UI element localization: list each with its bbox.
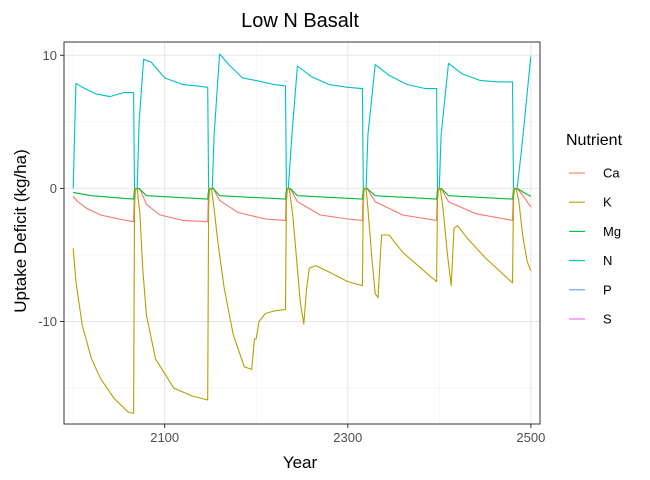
- legend-item-k: K: [569, 195, 612, 210]
- x-axis-title: Year: [283, 453, 318, 472]
- axes: 2100 2300 2500 10 0 -10: [38, 48, 545, 445]
- series-line-mg: [73, 187, 532, 200]
- legend-label: S: [603, 312, 612, 327]
- series-line-n: [72, 53, 532, 189]
- chart-title: Low N Basalt: [241, 10, 359, 32]
- series-lines: [72, 53, 532, 414]
- legend-label: P: [603, 282, 612, 297]
- plot-panel: [64, 42, 540, 424]
- legend-item-ca: Ca: [569, 166, 620, 181]
- legend-item-mg: Mg: [569, 224, 621, 239]
- legend-label: Ca: [603, 166, 620, 181]
- legend-label: Mg: [603, 224, 621, 239]
- legend-item-s: S: [569, 312, 612, 327]
- gridlines: [64, 42, 540, 424]
- legend-label: N: [603, 253, 612, 268]
- x-tick-label: 2300: [333, 430, 362, 445]
- x-tick-label: 2500: [516, 430, 545, 445]
- x-tick-label: 2100: [150, 430, 179, 445]
- legend-label: K: [603, 195, 612, 210]
- legend-item-p: P: [569, 282, 612, 297]
- legend: Nutrient Ca K Mg NPS: [566, 132, 623, 327]
- y-axis-title: Uptake Deficit (kg/ha): [11, 149, 30, 312]
- panel-border: [63, 41, 541, 425]
- series-line-k: [72, 187, 532, 414]
- y-tick-label: -10: [38, 314, 57, 329]
- legend-title: Nutrient: [566, 132, 623, 149]
- plot-background: [64, 42, 540, 424]
- y-tick-label: 0: [50, 181, 57, 196]
- y-tick-label: 10: [43, 48, 57, 63]
- legend-item-n: N: [569, 253, 612, 268]
